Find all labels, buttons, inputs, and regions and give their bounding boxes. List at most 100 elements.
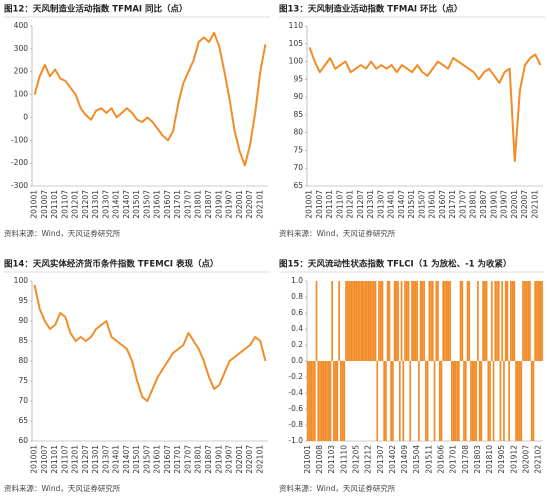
x-tick-label: 201701 xyxy=(449,445,458,474)
bar xyxy=(499,361,502,441)
bar xyxy=(353,281,356,361)
bar xyxy=(473,361,476,441)
x-tick-label: 201912 xyxy=(509,445,518,474)
y-tick-label: 80 xyxy=(293,128,303,137)
x-tick-label: 201507 xyxy=(142,190,151,219)
x-tick-label: 201707 xyxy=(183,190,192,219)
x-tick-label: 202101 xyxy=(255,190,264,219)
bar xyxy=(390,361,392,441)
bar xyxy=(409,361,412,441)
x-tick-label: 201511 xyxy=(424,445,433,474)
bar xyxy=(438,361,441,441)
y-tick-label: 85 xyxy=(18,336,28,345)
bar xyxy=(520,361,523,441)
bar xyxy=(464,361,467,441)
bar xyxy=(334,361,337,441)
bar xyxy=(489,361,491,441)
bar xyxy=(392,361,394,441)
bar xyxy=(431,281,434,361)
bar xyxy=(504,281,507,361)
y-tick-label: -200 xyxy=(11,158,28,167)
bar xyxy=(371,281,373,361)
bar xyxy=(343,361,346,441)
x-tick-label: 201101 xyxy=(325,190,334,219)
line-series xyxy=(33,284,267,402)
bar xyxy=(359,281,361,361)
bar xyxy=(383,361,386,441)
bar xyxy=(511,281,514,361)
x-tick-label: 201401 xyxy=(112,445,121,474)
bar xyxy=(478,361,481,441)
bar xyxy=(497,281,500,361)
x-tick-label: 201207 xyxy=(356,190,365,219)
x-tick-label: 201501 xyxy=(407,190,416,219)
x-tick-label: 201107 xyxy=(60,190,69,219)
bar xyxy=(376,361,379,441)
x-tick-label: 201402 xyxy=(388,445,397,474)
x-tick-label: 201201 xyxy=(71,190,80,219)
x-tick-label: 201407 xyxy=(397,190,406,219)
bar xyxy=(534,281,537,361)
bar xyxy=(395,281,398,361)
bar xyxy=(416,281,419,361)
x-tick-label: 201207 xyxy=(81,445,90,474)
x-tick-label: 201001 xyxy=(305,190,314,219)
x-tick-label: 201001 xyxy=(30,445,39,474)
bar xyxy=(508,361,510,441)
bar xyxy=(471,361,474,441)
bar xyxy=(329,361,332,441)
y-tick-label: 70 xyxy=(18,396,28,405)
bar xyxy=(487,361,490,441)
bar xyxy=(442,281,445,361)
bar xyxy=(522,281,524,361)
x-tick-label: 201801 xyxy=(469,190,478,219)
bar xyxy=(463,361,465,441)
bar xyxy=(322,361,325,441)
bar xyxy=(475,361,478,441)
y-tick-label: -0.8 xyxy=(288,420,303,429)
x-tick-label: 201901 xyxy=(214,445,223,474)
source-note: 资料来源：Wind，天风证券研究所 xyxy=(4,228,121,238)
x-tick-label: 201301 xyxy=(91,190,100,219)
x-tick-label: 201307 xyxy=(376,445,385,474)
bar xyxy=(452,361,455,441)
x-tick-label: 202007 xyxy=(245,445,254,474)
x-tick-label: 201707 xyxy=(183,445,192,474)
bar xyxy=(516,361,519,441)
bar xyxy=(364,281,366,361)
bar xyxy=(461,281,464,361)
y-tick-label: -0.4 xyxy=(288,388,303,397)
bar xyxy=(338,281,340,361)
bar xyxy=(468,281,471,361)
bar xyxy=(503,361,505,441)
bar xyxy=(320,361,323,441)
x-tick-label: 201807 xyxy=(204,190,213,219)
x-tick-label: 201708 xyxy=(461,445,470,474)
x-tick-label: 201901 xyxy=(489,190,498,219)
bar xyxy=(444,281,446,361)
bar xyxy=(527,281,530,361)
x-tick-label: 201601 xyxy=(153,445,162,474)
y-tick-label: 110 xyxy=(289,21,304,30)
bar xyxy=(525,281,528,361)
x-tick-label: 201803 xyxy=(473,445,482,474)
bar xyxy=(515,361,517,441)
bar xyxy=(435,281,438,361)
bar xyxy=(425,361,427,441)
bar xyxy=(440,361,443,441)
y-tick-label: 400 xyxy=(14,21,29,30)
bar xyxy=(532,361,535,441)
bar xyxy=(529,281,531,361)
y-tick-label: 90 xyxy=(293,92,303,101)
bar xyxy=(331,281,333,361)
bar xyxy=(404,281,406,361)
bar xyxy=(447,281,450,361)
x-tick-label: 202001 xyxy=(510,190,519,219)
line-series xyxy=(33,31,267,167)
x-tick-label: 201001 xyxy=(303,445,312,474)
x-tick-label: 201001 xyxy=(30,190,39,219)
bar xyxy=(366,281,368,361)
y-tick-label: 65 xyxy=(293,181,303,190)
x-tick-label: 201007 xyxy=(315,190,324,219)
